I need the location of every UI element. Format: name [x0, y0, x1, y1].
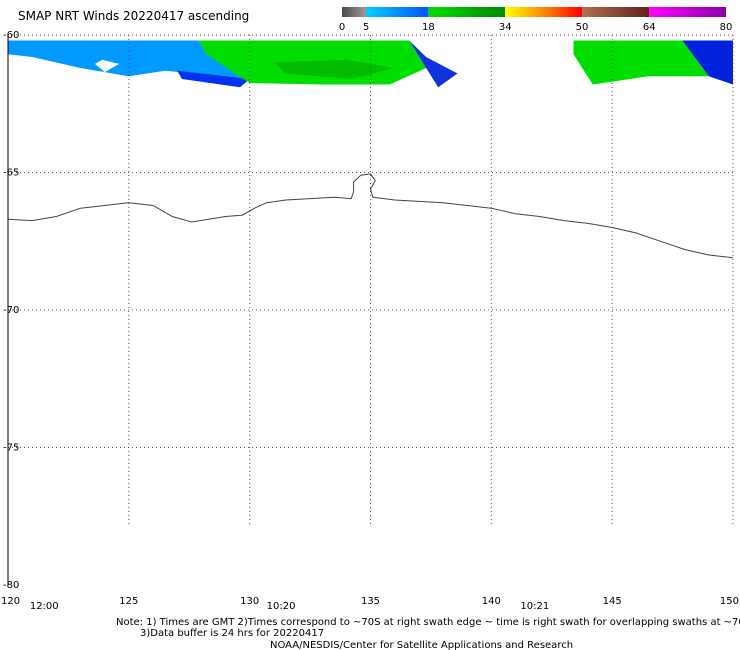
figure-title: SMAP NRT Winds 20220417 ascending — [18, 9, 249, 23]
longitude-tick-label: 125 — [119, 596, 138, 607]
color-scale-band — [342, 7, 366, 17]
right-swath-blue — [682, 40, 733, 85]
color-scale-band — [649, 7, 726, 17]
wind-swaths — [8, 40, 733, 88]
antarctic-coastline — [7, 173, 734, 259]
longitude-tick-label: 150 — [720, 596, 739, 607]
latitude-labels: -60 -65 -70 -75 -80 — [3, 30, 19, 591]
note-line-1: Note: 1) Times are GMT 2)Times correspon… — [116, 617, 740, 628]
longitude-tick-label: 135 — [361, 596, 380, 607]
color-scale-label: 64 — [643, 22, 656, 33]
color-scale-band — [505, 7, 582, 17]
left-swath-right-blue — [409, 40, 458, 88]
longitude-tick-label: 140 — [482, 596, 501, 607]
color-scale-band — [428, 7, 506, 17]
latitude-tick-label: -80 — [3, 580, 19, 591]
color-scale-label: 34 — [499, 22, 512, 33]
left-swath-blue-edge — [177, 70, 250, 88]
map-gridlines — [8, 34, 734, 525]
color-scale-label: 5 — [363, 22, 369, 33]
color-scale-band — [366, 7, 429, 17]
swath-time-label: 10:21 — [520, 601, 549, 612]
left-swath-green-dark — [273, 59, 395, 79]
latitude-tick-label: -60 — [3, 30, 19, 41]
longitude-tick-label: 145 — [603, 596, 622, 607]
note-line-2: 3)Data buffer is 24 hrs for 20220417 — [140, 628, 324, 639]
latitude-tick-label: -75 — [3, 443, 19, 454]
wind-speed-color-scale: 0 5 18 34 50 64 80 — [339, 7, 733, 33]
longitude-labels: 120 125 130 135 140 145 150 — [1, 596, 739, 607]
latitude-tick-label: -65 — [3, 168, 19, 179]
longitude-tick-label: 120 — [1, 596, 20, 607]
swath-time-labels: 12:00 10:20 10:21 — [30, 601, 549, 612]
right-swath-green — [573, 40, 709, 85]
note-line-3: NOAA/NESDIS/Center for Satellite Applica… — [270, 640, 573, 650]
swath-time-label: 10:20 — [267, 601, 296, 612]
color-scale-label: 50 — [576, 22, 589, 33]
color-scale-label: 0 — [339, 22, 345, 33]
swath-time-label: 12:00 — [30, 601, 59, 612]
map-panel: -60 -65 -70 -75 -80 120 125 130 135 140 145 150 12… — [1, 30, 739, 612]
color-scale-band — [582, 7, 650, 17]
longitude-tick-label: 130 — [240, 596, 259, 607]
color-scale-label: 80 — [720, 22, 733, 33]
color-scale-label: 18 — [422, 22, 435, 33]
latitude-tick-label: -70 — [3, 305, 19, 316]
no-data-patch — [95, 59, 120, 73]
